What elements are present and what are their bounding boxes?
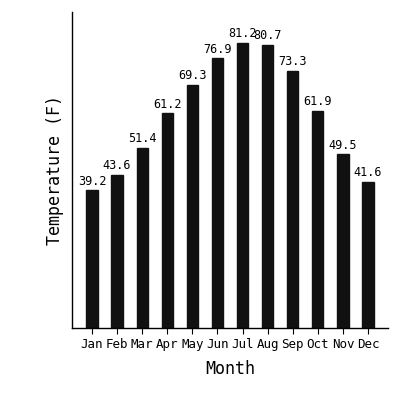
Text: 81.2: 81.2	[228, 28, 257, 40]
Text: 73.3: 73.3	[278, 55, 307, 68]
Bar	[337, 154, 348, 328]
Text: 43.6: 43.6	[103, 160, 131, 172]
Bar	[262, 45, 273, 328]
Bar	[212, 58, 223, 328]
Bar	[162, 113, 173, 328]
Bar	[187, 85, 198, 328]
Text: 39.2: 39.2	[78, 175, 106, 188]
Text: 41.6: 41.6	[354, 166, 382, 180]
Bar	[136, 148, 148, 328]
Bar	[86, 190, 98, 328]
X-axis label: Month: Month	[205, 360, 255, 378]
Text: 49.5: 49.5	[329, 139, 357, 152]
Bar	[362, 182, 374, 328]
Bar	[112, 175, 123, 328]
Bar	[312, 111, 324, 328]
Text: 61.2: 61.2	[153, 98, 182, 111]
Text: 51.4: 51.4	[128, 132, 156, 145]
Text: 80.7: 80.7	[253, 29, 282, 42]
Text: 69.3: 69.3	[178, 69, 207, 82]
Bar	[287, 71, 298, 328]
Text: 61.9: 61.9	[304, 95, 332, 108]
Y-axis label: Temperature (F): Temperature (F)	[46, 95, 64, 245]
Text: 76.9: 76.9	[203, 42, 232, 56]
Bar	[237, 43, 248, 328]
